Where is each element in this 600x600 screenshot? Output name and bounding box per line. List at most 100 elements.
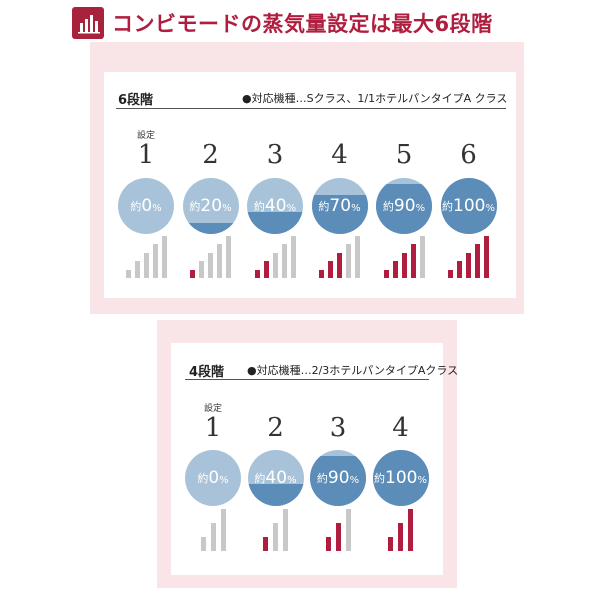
circle-fill [376, 183, 432, 234]
circle-label: 約 100% [441, 178, 497, 234]
level-number: 3 [329, 413, 347, 443]
steam-level-bars [319, 232, 360, 278]
steam-level-circle: 約 40% [247, 178, 303, 234]
circle-label: 約 70% [312, 178, 368, 234]
level-number: 4 [392, 413, 409, 443]
circle-label: 約 0% [118, 178, 174, 234]
approx-prefix: 約 [318, 200, 330, 213]
circle-label: 約 100% [373, 450, 429, 506]
circle-fill [311, 194, 368, 234]
level-bar [355, 236, 360, 278]
percent-unit: % [287, 474, 297, 486]
approx-prefix: 約 [442, 200, 454, 213]
level-bar [345, 509, 351, 551]
circle-fill [440, 178, 497, 234]
percent-value: 40 [264, 196, 287, 216]
approx-prefix: 約 [374, 472, 386, 485]
level-number: 5 [395, 140, 413, 170]
circle-label: 約 20% [183, 178, 239, 234]
level-bar [346, 244, 351, 278]
level-bar [199, 261, 204, 278]
percent-value: 90 [393, 196, 416, 216]
circle-fill [182, 222, 239, 234]
level-bar [283, 509, 288, 551]
percent-value: 70 [329, 196, 352, 216]
level-bar [208, 253, 213, 278]
level-bar [448, 270, 453, 278]
level-bar [325, 537, 331, 551]
level-bar [290, 236, 296, 278]
level-number: 1 [137, 140, 155, 170]
level-bar [200, 537, 206, 551]
level-bar [388, 537, 393, 551]
four-level-panel: 4段階 ●対応機種…2/3ホテルパンタイプAクラス 設定 1 約 0% 2 約 40% 3 約 9… [171, 343, 458, 575]
approx-prefix: 約 [197, 472, 209, 485]
percent-unit: % [415, 202, 426, 214]
percent-value: 40 [265, 468, 288, 488]
steam-level-circle: 約 0% [118, 178, 174, 234]
circle-label: 約 40% [247, 178, 303, 234]
level-bar [392, 261, 398, 278]
percent-value: 0 [141, 196, 153, 216]
level-bar [419, 236, 425, 278]
percent-value: 100 [385, 468, 418, 488]
level-bar [337, 253, 342, 278]
percent-unit: % [349, 474, 360, 486]
circle-label: 約 0% [185, 450, 241, 506]
level-bar [319, 270, 324, 278]
level-bar [281, 244, 287, 278]
approx-prefix: 約 [382, 200, 394, 213]
steam-level-circle: 約 90% [376, 178, 432, 234]
circle-label: 約 90% [310, 450, 366, 506]
level-bar [210, 523, 216, 551]
level-bar [335, 523, 341, 551]
approx-prefix: 約 [316, 472, 328, 485]
level-bar [383, 270, 389, 278]
steam-level-bars [190, 232, 231, 278]
approx-prefix: 約 [254, 472, 266, 485]
circle-fill [247, 211, 303, 234]
level-bar [190, 270, 195, 278]
steam-level-bars [125, 232, 167, 278]
approx-prefix: 約 [130, 200, 142, 213]
steam-level-bars [448, 232, 489, 278]
steam-level-circle: 約 70% [311, 178, 368, 234]
level-bar [484, 236, 489, 278]
percent-value: 100 [453, 196, 486, 216]
approx-prefix: 約 [253, 200, 265, 213]
panel-spec: ●対応機種…2/3ホテルパンタイプAクラス [247, 364, 459, 377]
bar-chart-icon [72, 7, 104, 39]
level-number: 6 [460, 140, 477, 170]
steam-level-circle: 約 40% [247, 450, 304, 506]
steam-level-bars [200, 505, 226, 551]
level-number: 1 [204, 413, 222, 443]
page-title: コンビモードの蒸気量設定は最大6段階 [112, 12, 493, 36]
level-bar [152, 244, 158, 278]
level-bar [161, 236, 167, 278]
circle-fill [247, 483, 304, 506]
level-bar [134, 261, 140, 278]
six-level-panel: 6段階 ●対応機種…Sクラス、1/1ホテルパンタイプA クラス 設定 1 約 0% 2 約… [104, 72, 516, 298]
level-bar [272, 253, 278, 278]
percent-unit: % [222, 202, 232, 214]
level-bar [220, 509, 226, 551]
steam-level-circle: 約 0% [185, 450, 241, 506]
level-bar [401, 253, 407, 278]
level-bar [457, 261, 462, 278]
percent-value: 0 [208, 468, 220, 488]
page-header: コンビモードの蒸気量設定は最大6段階 [72, 6, 493, 40]
steam-level-circle: 約 90% [310, 450, 366, 506]
setting-label: 設定 [203, 404, 222, 414]
steam-level-bars [388, 505, 413, 551]
steam-level-circle: 約 100% [440, 178, 497, 234]
circle-fill [310, 455, 366, 506]
setting-label: 設定 [136, 131, 155, 141]
percent-unit: % [485, 202, 495, 214]
level-bar [263, 537, 268, 551]
level-bar [398, 523, 403, 551]
panel-divider [185, 379, 429, 380]
level-bar [328, 261, 333, 278]
approx-prefix: 約 [189, 200, 201, 213]
circle-label: 約 40% [248, 450, 304, 506]
steam-level-bars [325, 505, 351, 551]
